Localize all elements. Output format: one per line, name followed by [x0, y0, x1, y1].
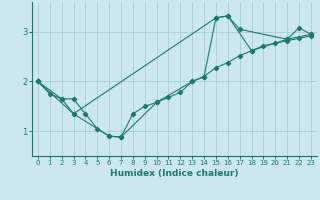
- X-axis label: Humidex (Indice chaleur): Humidex (Indice chaleur): [110, 169, 239, 178]
